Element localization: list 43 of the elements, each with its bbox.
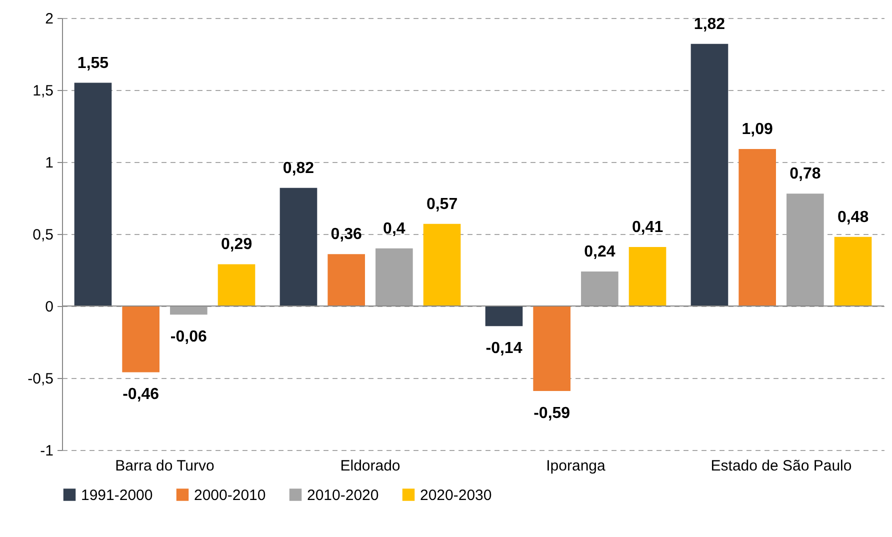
bar: [738, 149, 776, 306]
data-label: 0,57: [426, 196, 458, 213]
y-tick-label: -0,5: [28, 370, 54, 388]
bar: [834, 236, 872, 306]
data-label: 0,82: [282, 160, 314, 177]
data-label: 0,41: [632, 218, 664, 236]
data-label: -0,59: [534, 404, 570, 422]
data-label: 0,78: [790, 166, 821, 183]
y-tick-label: 1: [45, 154, 54, 172]
bar: [690, 44, 728, 306]
legend-label: 2000-2010: [194, 486, 266, 504]
data-label: 0,4: [383, 220, 406, 238]
y-tick-label: 1,5: [32, 82, 54, 100]
x-tick-label: Iporanga: [546, 458, 606, 474]
bar: [280, 188, 318, 306]
x-tick-label: Estado de São Paulo: [710, 458, 852, 474]
legend-label: 2010-2020: [307, 486, 379, 504]
bar: [218, 264, 256, 306]
x-tick-label: Eldorado: [340, 458, 400, 474]
data-label: 1,09: [742, 121, 773, 138]
bar: [485, 306, 523, 326]
data-label: 0,48: [837, 208, 869, 226]
data-label: 1,82: [694, 16, 726, 33]
data-label: -0,06: [170, 328, 208, 346]
legend-label: 2020-2030: [420, 486, 492, 504]
x-tick-label: Barra do Turvo: [115, 458, 214, 474]
bar: [423, 224, 461, 306]
data-label: 1,55: [77, 54, 109, 72]
bar: [328, 254, 365, 306]
data-label: -0,46: [122, 386, 160, 404]
data-label: 0,29: [220, 236, 252, 254]
y-tick-label: -1: [40, 442, 54, 460]
data-label: 0,24: [584, 243, 616, 260]
y-tick-label: 0,5: [32, 226, 54, 244]
data-label: -0,14: [486, 340, 522, 358]
legend-label: 1991-2000: [81, 486, 153, 504]
bar: [74, 82, 112, 306]
y-tick-label: 2: [45, 10, 54, 28]
bar: [533, 306, 570, 391]
y-tick-label: 0: [45, 298, 54, 316]
data-label: 0,36: [330, 226, 362, 244]
bar: [122, 306, 160, 372]
bar: [628, 246, 666, 306]
